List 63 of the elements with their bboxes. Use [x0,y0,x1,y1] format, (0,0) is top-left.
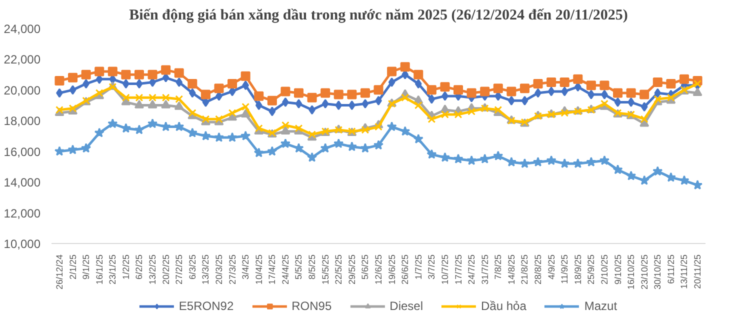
x-tick-label: 23/1/25 [108,254,118,285]
legend-label: E5RON92 [178,299,234,313]
x-tick-label: 31/7/25 [480,254,490,285]
x-tick-label: 28/8/25 [533,254,544,285]
x-tick-label: 17/7/25 [453,254,464,285]
x-tick-label: 3/4/25 [240,254,251,280]
x-tick-label: 1/2/25 [120,254,131,280]
x-tick-label: 10/7/25 [440,254,450,285]
x-tick-label: 13/11/25 [679,254,690,289]
x-tick-label: 16/1/25 [94,254,104,285]
x-tick-label: 10/4/25 [254,254,264,285]
x-tick-label: 2/1/25 [68,254,78,280]
x-tick-label: 9/10/25 [612,254,623,285]
x-tick-label: 26/6/25 [400,254,410,285]
chart-title: Biến động giá bán xăng dầu trong nước năm 2025 (26/12/2024 đến 20/11/2025) [129,8,628,24]
x-tick-label: 24/7/25 [466,254,477,285]
x-tick-label: 25/9/25 [586,254,596,285]
y-tick-label: 12,000 [4,206,41,220]
x-tick-label: 3/7/25 [426,254,437,280]
y-tick-label: 24,000 [4,22,41,36]
x-tick-label: 27/3/25 [227,254,238,285]
x-tick-label: 18/9/25 [572,254,583,285]
x-tick-label: 16/10/25 [626,254,636,290]
x-tick-label: 9/1/25 [81,254,92,280]
x-tick-label: 22/5/25 [334,254,344,285]
x-tick-label: 23/10/25 [639,254,650,290]
x-tick-label: 5/5/25 [294,254,304,280]
x-tick-label: 8/5/25 [307,254,318,280]
y-tick-label: 18,000 [4,114,41,128]
x-tick-label: 6/2/25 [134,254,144,280]
x-tick-label: 6/11/25 [666,254,676,284]
x-tick-label: 1/7/25 [413,254,424,280]
y-tick-label: 16,000 [4,144,41,159]
y-tick-label: 10,000 [4,237,41,251]
x-tick-label: 30/10/25 [652,254,663,290]
y-tick-label: 14,000 [4,176,41,190]
x-tick-label: 14/8/25 [506,254,516,285]
y-tick-label: 20,000 [4,83,41,98]
x-tick-label: 7/8/25 [493,254,504,280]
x-tick-label: 17/4/25 [267,254,278,285]
x-tick-label: 13/3/25 [200,254,211,285]
x-tick-label: 4/9/25 [546,254,556,280]
x-tick-label: 12/6/25 [374,254,384,285]
y-tick-label: 22,000 [4,52,41,67]
x-tick-label: 5/6/25 [360,254,370,280]
x-tick-label: 27/2/25 [174,254,184,285]
legend-label: Diesel [390,299,424,313]
x-tick-label: 21/8/25 [520,254,530,285]
x-tick-label: 20/2/25 [160,254,171,285]
x-tick-label: 19/6/25 [386,254,397,285]
x-tick-label: 24/4/25 [280,254,290,285]
x-tick-label: 20/3/25 [214,254,224,285]
x-tick-label: 29/5/25 [346,254,357,285]
legend-label: Mazut [584,299,618,313]
x-tick-label: 11/9/25 [560,254,570,284]
x-tick-label: 20/11/25 [692,254,703,289]
x-tick-label: 15/5/25 [320,254,330,285]
x-tick-label: 2/10/25 [599,254,610,285]
x-tick-label: 26/12/24 [54,254,64,290]
x-tick-label: 6/3/25 [187,254,198,280]
legend-label: Dầu hỏa [481,299,526,313]
x-tick-label: 13/2/25 [148,254,158,285]
legend-label: RON95 [292,299,332,313]
